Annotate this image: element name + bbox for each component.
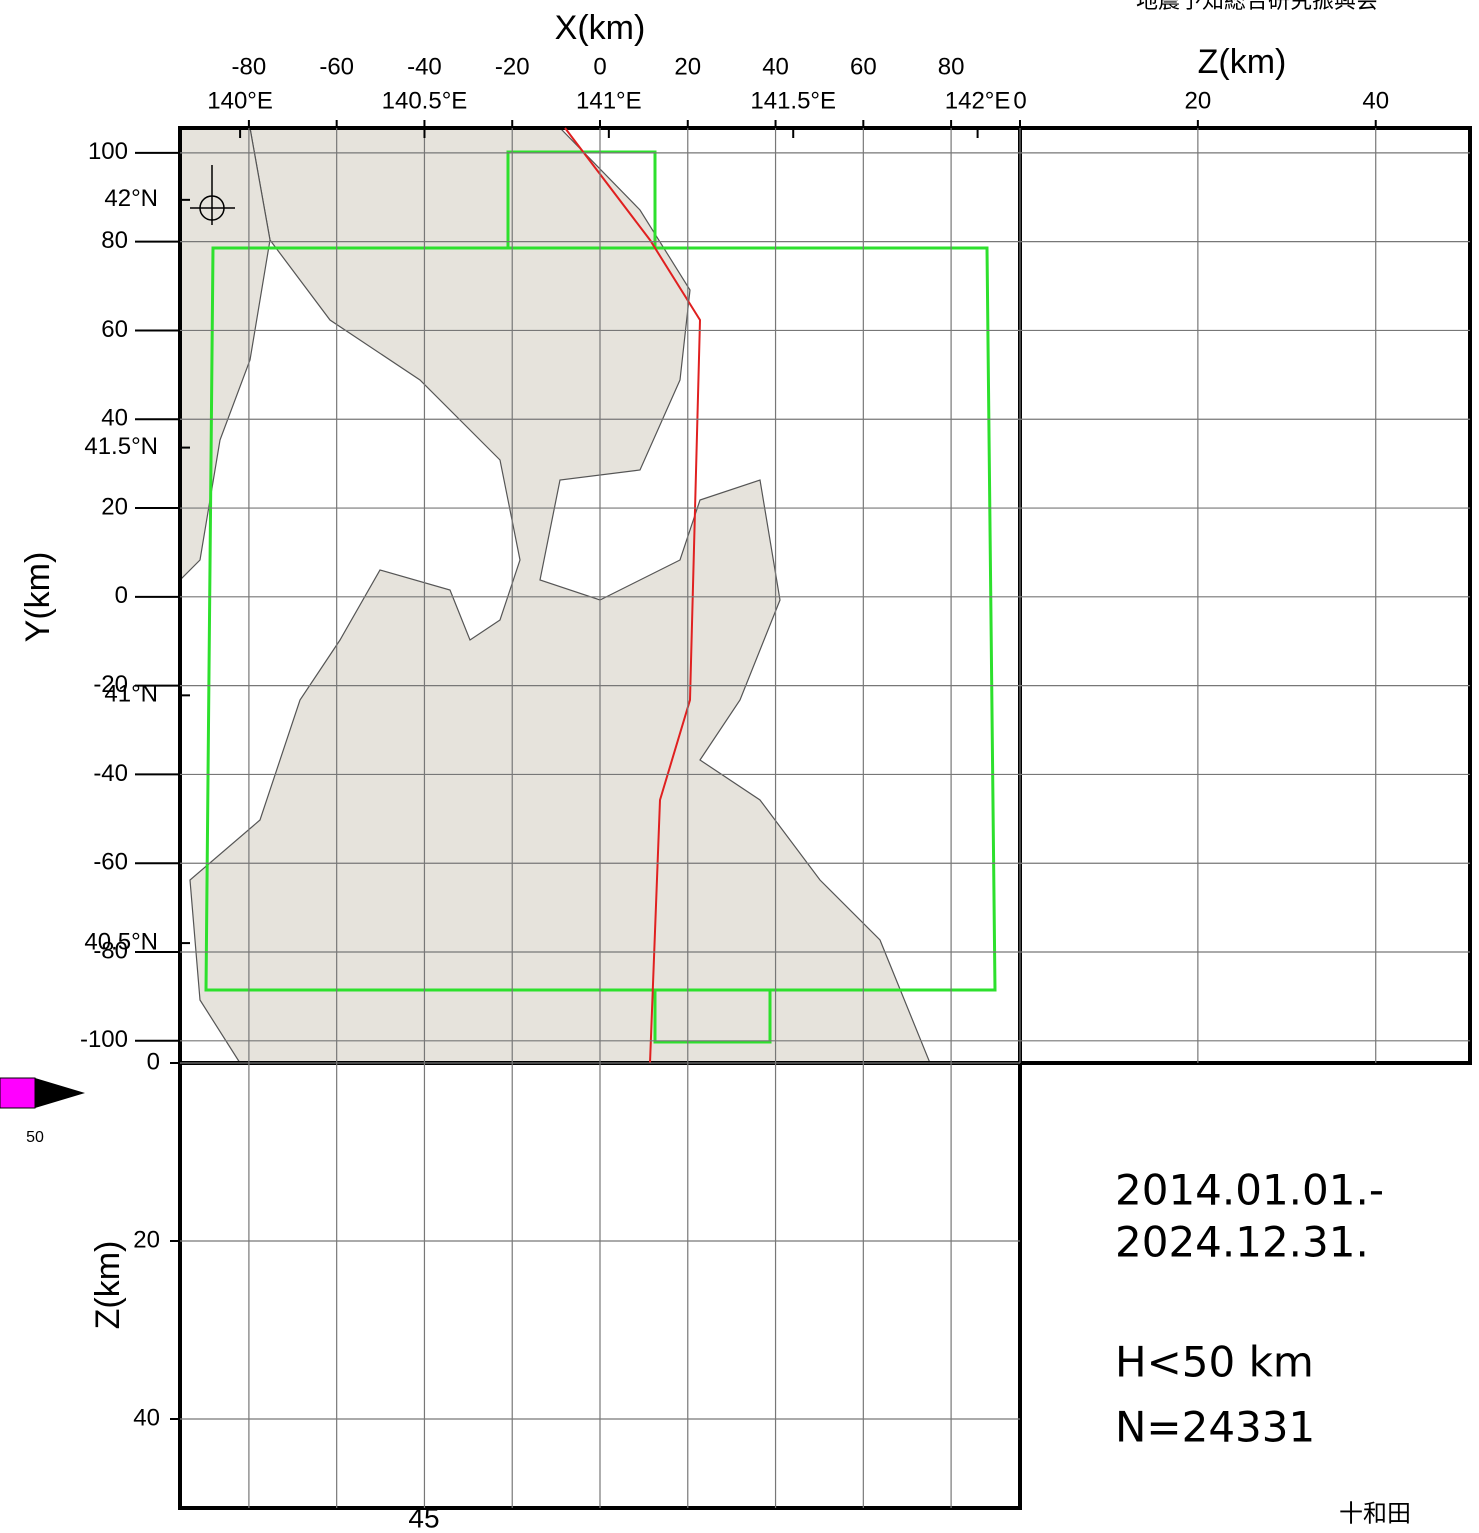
- yz-frame: [1018, 126, 1472, 1065]
- x-tick-label: 20: [674, 53, 701, 80]
- region-outline: [204, 150, 997, 1044]
- z-tick-label: 20: [1185, 87, 1212, 114]
- trench-line: [564, 127, 702, 1064]
- x-tick-label: 0: [593, 53, 606, 80]
- colorbar: [0, 1077, 36, 1109]
- period-end: 2024.12.31.: [1115, 1218, 1369, 1267]
- y-tick-label: 100: [88, 138, 128, 165]
- organization: 地震予知総合研究振興会: [1136, 0, 1378, 13]
- z-tick-label: 0: [147, 1048, 160, 1075]
- y-tick-label: 0: [115, 582, 128, 609]
- z-tick-label: 20: [133, 1226, 160, 1253]
- depth-filter: H<50 km: [1115, 1338, 1314, 1387]
- land: [179, 127, 931, 1064]
- x-tick-label: 80: [938, 53, 965, 80]
- lat-tick-label: 42°N: [104, 185, 158, 212]
- north-arrow: [190, 165, 235, 225]
- lat-tick-label: 41.5°N: [84, 433, 158, 460]
- x-tick-label: -60: [319, 53, 354, 80]
- colorbar-label: 50: [26, 1129, 44, 1146]
- period-start: 2014.01.01.-: [1115, 1166, 1384, 1215]
- x-tick-label: 40: [762, 53, 789, 80]
- lon-tick-label: 141°E: [576, 87, 642, 114]
- region-name: 十和田: [1339, 1500, 1411, 1527]
- y-tick-label: -60: [93, 849, 128, 876]
- event-count: N=24331: [1115, 1403, 1315, 1452]
- x-tick-label: 60: [850, 53, 877, 80]
- lat-tick-label: 40.5°N: [84, 928, 158, 955]
- z-tick-label: 40: [1362, 87, 1389, 114]
- y-tick-label: 80: [101, 227, 128, 254]
- y-tick-label: -80: [93, 937, 128, 964]
- lat-tick-label: 41°N: [104, 681, 158, 708]
- y-axis-title: Y(km): [19, 552, 57, 643]
- x-tick-label: -80: [232, 53, 267, 80]
- lon-tick-label: 141.5°E: [750, 87, 836, 114]
- x-tick-label: -40: [407, 53, 442, 80]
- z-tick-label: 0: [1013, 87, 1026, 114]
- y-tick-label: 20: [101, 493, 128, 520]
- y-tick-label: -40: [93, 760, 128, 787]
- colorbar-arrow: [35, 1078, 85, 1108]
- x-axis-title: X(km): [555, 9, 646, 47]
- lon-tick-label: 140°E: [207, 87, 273, 114]
- z-axis-title: Z(km): [89, 1241, 127, 1330]
- y-tick-label: 60: [101, 316, 128, 343]
- y-tick-label: -100: [80, 1026, 128, 1053]
- z-axis-title: Z(km): [1198, 43, 1287, 81]
- lon-tick-label: 142°E: [945, 87, 1011, 114]
- lon-tick-label: 140.5°E: [382, 87, 468, 114]
- z-tick-label: 40: [133, 1404, 160, 1431]
- y-tick-label: -20: [93, 671, 128, 698]
- x-tick-label: -20: [495, 53, 530, 80]
- y-tick-label: 40: [101, 405, 128, 432]
